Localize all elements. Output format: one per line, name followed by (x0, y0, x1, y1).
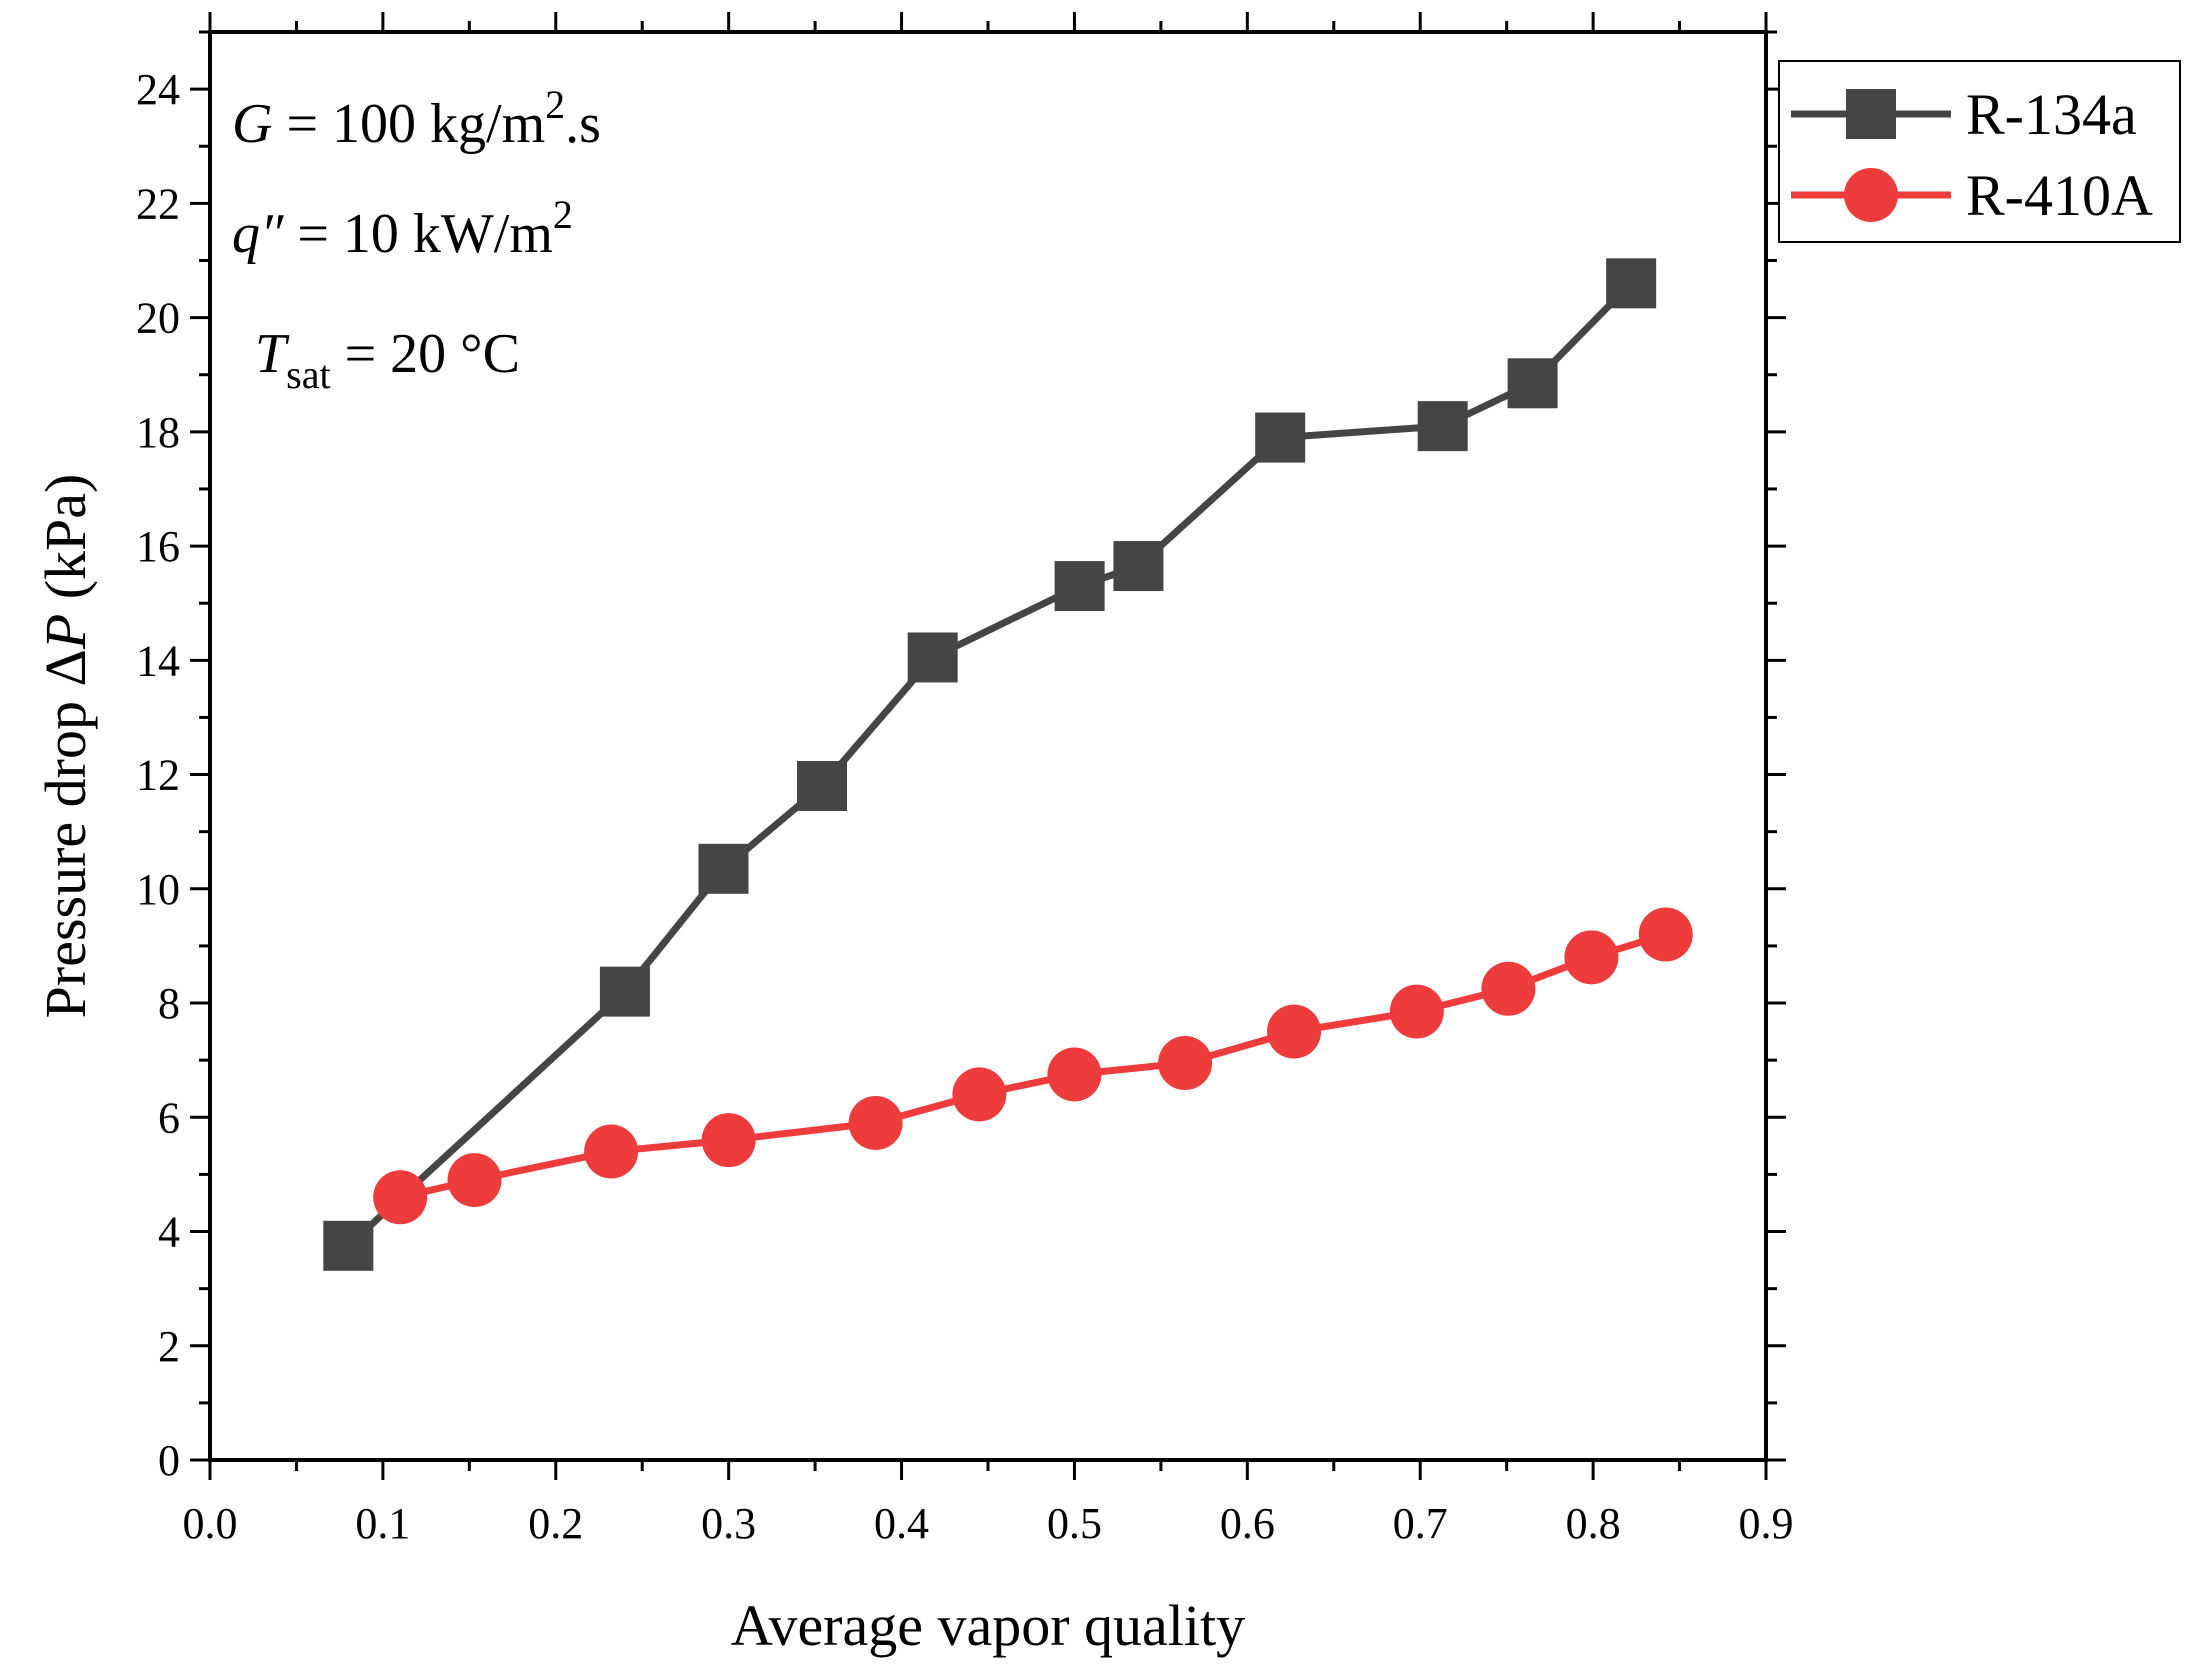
annotation-saturation-temperature: Tsat = 20 °C (255, 323, 520, 397)
data-point-r410a (1481, 961, 1536, 1016)
y-tick-label: 18 (136, 408, 180, 457)
x-tick-label: 0.9 (1739, 1499, 1794, 1548)
data-point-r134a (323, 1220, 374, 1271)
legend: R-134a R-410A (1778, 60, 2181, 243)
x-tick-label: 0.8 (1566, 1499, 1621, 1548)
data-point-r410a (1564, 930, 1619, 985)
legend-label-r134a: R-134a (1966, 82, 2137, 147)
data-point-r134a (698, 843, 749, 894)
legend-box (1778, 60, 2181, 243)
y-tick-label: 8 (158, 979, 180, 1028)
legend-marker-circle (1844, 168, 1898, 222)
y-tick-label: 2 (158, 1322, 180, 1371)
y-tick-label: 14 (136, 636, 180, 685)
data-point-r410a (1047, 1047, 1102, 1102)
y-tick-label: 4 (158, 1208, 180, 1257)
x-axis-title: Average vapor quality (731, 1593, 1245, 1658)
data-point-r134a (1417, 401, 1468, 452)
data-point-r410a (373, 1170, 428, 1225)
annotation-heat-flux: q″ = 10 kW/m2 (232, 192, 573, 265)
axis-ticks: 0.0 0.1 0.2 0.3 0.4 0.5 0.6 0.7 0.8 0.90246810121… (136, 12, 1794, 1548)
y-tick-label: 24 (136, 65, 180, 114)
data-point-r410a (584, 1124, 639, 1179)
data-point-r410a (848, 1095, 903, 1150)
data-series (323, 258, 1693, 1271)
x-tick-label: 0.1 (355, 1499, 410, 1548)
x-tick-label: 0.2 (528, 1499, 583, 1548)
y-tick-label: 20 (136, 294, 180, 343)
x-tick-label: 0.5 (1047, 1499, 1102, 1548)
x-tick-label: 0.4 (874, 1499, 929, 1548)
y-tick-label: 12 (136, 751, 180, 800)
data-point-r410a (447, 1153, 502, 1208)
x-tick-label: 0.0 (183, 1499, 238, 1548)
x-tick-label: 0.6 (1220, 1499, 1275, 1548)
data-point-r134a (1054, 561, 1105, 612)
data-point-r410a (1389, 984, 1444, 1039)
y-tick-label: 10 (136, 865, 180, 914)
series-r410a (373, 907, 1693, 1225)
legend-entry-r134a: R-134a (1791, 82, 2137, 147)
x-tick-label: 0.3 (701, 1499, 756, 1548)
data-point-r134a (599, 966, 650, 1017)
data-point-r410a (1267, 1004, 1322, 1059)
y-tick-label: 22 (136, 179, 180, 228)
data-point-r410a (1158, 1036, 1213, 1091)
y-tick-label: 6 (158, 1093, 180, 1142)
data-point-r134a (1113, 541, 1164, 592)
legend-marker-square (1846, 89, 1896, 139)
data-point-r134a (1507, 358, 1558, 409)
data-point-r134a (907, 632, 958, 683)
data-point-r410a (1638, 907, 1693, 962)
data-point-r134a (797, 760, 848, 811)
data-point-r134a (1606, 258, 1657, 309)
legend-label-r410a: R-410A (1966, 163, 2153, 228)
y-tick-label: 16 (136, 522, 180, 571)
data-point-r134a (1255, 412, 1306, 463)
annotation-mass-flux: G = 100 kg/m2.s (232, 82, 601, 155)
y-tick-label: 0 (158, 1436, 180, 1485)
y-axis-title: Pressure drop ΔP (kPa) (33, 474, 98, 1019)
legend-entry-r410a: R-410A (1791, 163, 2153, 228)
data-point-r410a (952, 1067, 1007, 1122)
x-tick-label: 0.7 (1393, 1499, 1448, 1548)
data-point-r410a (701, 1113, 756, 1168)
series-r134a (323, 258, 1657, 1271)
plot-area-frame (208, 30, 1768, 1462)
